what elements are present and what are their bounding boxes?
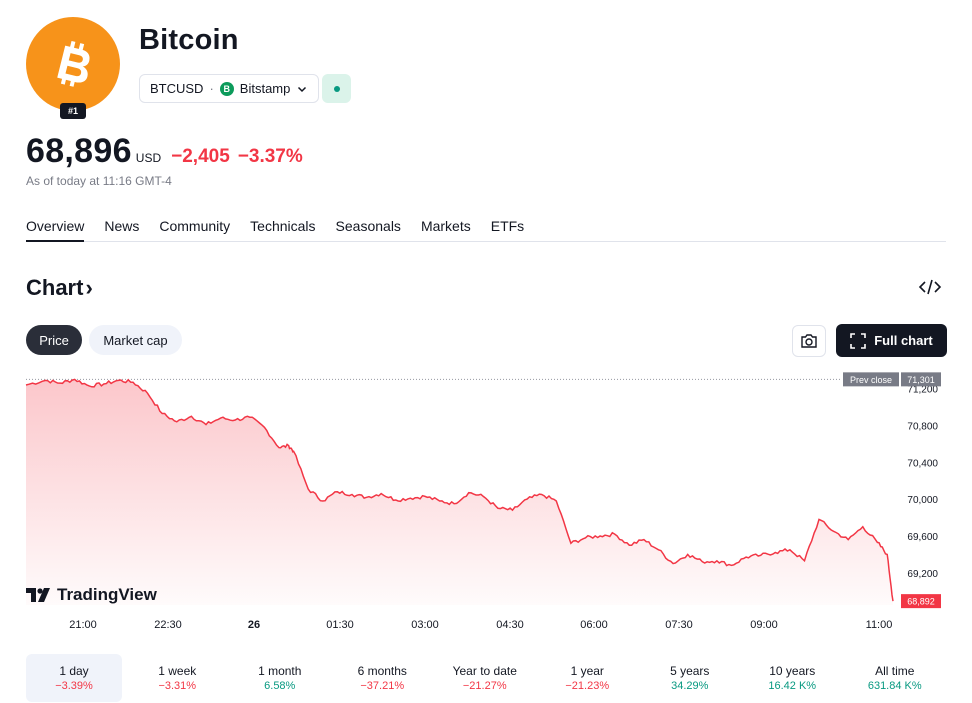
exchange-label: Bitstamp [239,81,291,96]
chevron-down-icon [298,86,307,92]
x-tick-label: 06:00 [580,619,608,631]
symbol-separator: · [209,81,214,96]
range-label: 1 week [158,664,197,678]
tab-markets[interactable]: Markets [420,218,471,234]
range-change: −37.21% [360,680,405,692]
range-label: All time [875,664,915,678]
range-label: 1 day [59,664,89,678]
period-performance: 1 day −3.39% 1 week −3.31% 1 month 6.58%… [26,654,946,702]
price-area-fill [26,379,893,605]
prev-close-value: 71,301 [907,375,935,385]
y-tick-label: 69,600 [907,532,938,543]
tradingview-wordmark: TradingView [57,585,157,604]
x-tick-label: 07:30 [665,619,693,631]
price-timestamp: As of today at 11:16 GMT-4 [26,174,172,188]
tab-community[interactable]: Community [159,218,231,234]
range-1-day[interactable]: 1 day −3.39% [26,654,122,702]
range-label: 1 year [570,664,604,678]
chevron-right-icon: › [85,275,93,300]
chart-heading-text: Chart [26,275,84,300]
snapshot-button[interactable] [792,325,826,357]
range-label: 10 years [769,664,816,678]
tab-news[interactable]: News [104,218,140,234]
range-change: −21.27% [462,680,507,692]
y-tick-label: 69,200 [907,569,938,580]
rank-badge: #1 [60,103,86,119]
tradingview-watermark: TradingView [26,585,157,605]
tab-technicals[interactable]: Technicals [250,218,316,234]
full-chart-label: Full chart [874,333,933,348]
y-tick-label: 70,400 [907,458,938,469]
tab-etfs[interactable]: ETFs [490,218,525,234]
symbol-selector[interactable]: BTCUSD · B Bitstamp [139,74,320,103]
x-tick-label: 03:00 [411,619,439,631]
price-change-abs: −2,405 [171,146,230,167]
camera-icon [801,334,817,348]
range-10-years[interactable]: 10 years 16.42 K% [741,654,844,702]
x-tick-label: 01:30 [326,619,354,631]
x-tick-label: 22:30 [154,619,182,631]
range-change: 34.29% [671,680,709,692]
x-tick-label: 11:00 [866,619,893,631]
range-label: 5 years [670,664,710,678]
price-row: 68,896 USD −2,405 −3.37% [26,132,311,171]
last-price-label-bg [901,594,941,609]
x-tick-label: 21:00 [69,619,97,631]
tab-seasonals[interactable]: Seasonals [335,218,401,234]
range-1-year[interactable]: 1 year −21.23% [536,654,639,702]
range-1-week[interactable]: 1 week −3.31% [126,654,229,702]
range-label: 1 month [258,664,302,678]
section-tabs: Overview News Community Technicals Seaso… [26,218,946,242]
prev-close-value-bg [901,372,941,387]
asset-logo-wrap: #1 [26,17,120,119]
full-chart-button[interactable]: Full chart [836,324,947,357]
x-tick-label: 09:00 [750,619,778,631]
price-chart[interactable]: 71,200 70,800 70,400 70,000 69,600 69,200 Prev… [0,365,972,645]
y-tick-label: 70,000 [907,495,938,506]
range-change: 16.42 K% [768,680,817,692]
prev-close-label: Prev close [850,375,892,385]
market-open-dot-icon [333,85,340,92]
x-tick-label: 26 [248,619,260,631]
range-1-month[interactable]: 1 month 6.58% [229,654,332,702]
prev-close-label-bg [843,372,899,387]
range-year-to-date[interactable]: Year to date −21.27% [434,654,537,702]
last-price-label: 68,892 [907,597,935,607]
bitcoin-logo-icon [26,17,120,111]
tab-overview[interactable]: Overview [26,218,85,242]
tradingview-logo-icon [26,588,50,602]
market-cap-toggle-button[interactable]: Market cap [89,325,182,355]
range-label: 6 months [357,664,407,678]
price-change-pct: −3.37% [237,146,303,167]
range-all-time[interactable]: All time 631.84 K% [844,654,947,702]
range-change: 6.58% [264,680,296,692]
y-tick-label: 70,800 [907,421,938,432]
embed-code-icon[interactable] [918,277,942,297]
price-toggle-button[interactable]: Price [26,325,82,355]
x-tick-label: 04:30 [496,619,524,631]
asset-title: Bitcoin [139,24,239,56]
range-change: 631.84 K% [867,680,922,692]
price-line-series [25,378,894,602]
current-price: 68,896 [26,132,132,170]
price-currency: USD [135,151,162,165]
range-change: −3.31% [158,680,197,692]
symbol-label: BTCUSD [150,81,204,96]
range-6-months[interactable]: 6 months −37.21% [331,654,434,702]
range-5-years[interactable]: 5 years 34.29% [639,654,742,702]
fullscreen-icon [850,332,867,349]
range-change: −21.23% [565,680,610,692]
range-label: Year to date [452,664,517,678]
bitstamp-icon: B [219,81,234,96]
chart-heading-link[interactable]: Chart › [26,275,93,301]
y-tick-label: 71,200 [907,385,938,396]
market-status-button[interactable] [322,74,351,103]
range-change: −3.39% [55,680,93,692]
